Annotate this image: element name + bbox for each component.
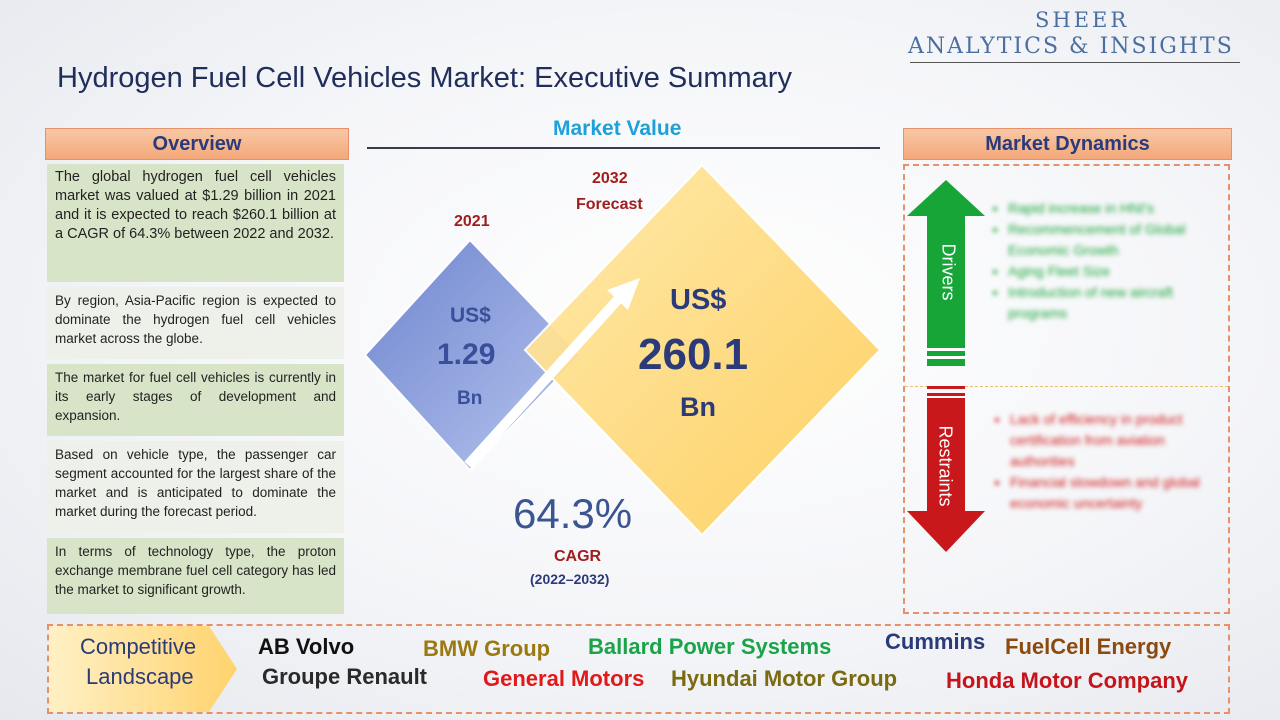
value-2021-amount: 1.29 [437, 338, 496, 371]
diamond-2021 [363, 238, 582, 472]
driver-item: Introduction of new aircraft programs [1008, 282, 1223, 324]
driver-item: Aging Fleet Size [1008, 261, 1223, 282]
overview-paragraph: The market for fuel cell vehicles is cur… [47, 364, 344, 436]
company-name: Honda Motor Company [946, 668, 1188, 693]
forecast-label: Forecast [576, 196, 643, 213]
logo-line-2: ANALYTICS & INSIGHTS [908, 34, 1234, 59]
company-name: Cummins [885, 629, 986, 654]
value-2032-amount: 260.1 [638, 330, 749, 379]
company-name: FuelCell Energy [1005, 634, 1172, 659]
competitive-label-shape [49, 626, 237, 712]
logo-line-1: SHEER [1035, 8, 1130, 32]
overview-paragraph: Based on vehicle type, the passenger car… [47, 441, 344, 533]
restraints-arrow [907, 398, 985, 552]
diamond-2032 [523, 163, 882, 537]
company-name: General Motors [483, 666, 645, 691]
year-2032-label: 2032 [592, 170, 628, 187]
driver-item: Recommencement of Global Economic Growth [1008, 219, 1223, 261]
dynamics-arrows [907, 180, 985, 552]
competitive-label-line2: Landscape [86, 664, 194, 689]
driver-item: Rapid increase in HNI's [1008, 198, 1223, 219]
drivers-arrow [907, 180, 985, 366]
drivers-label: Drivers [938, 243, 959, 301]
company-name: AB Volvo [258, 634, 355, 659]
overview-paragraph: In terms of technology type, the proton … [47, 538, 344, 614]
market-value-graphic [363, 163, 882, 537]
page-title: Hydrogen Fuel Cell Vehicles Market: Exec… [57, 62, 792, 94]
restraint-item: Financial slowdown and global economic u… [1010, 472, 1225, 514]
cagr-value: 64.3% [513, 490, 633, 537]
overview-header: Overview [45, 128, 349, 160]
value-2021-currency: US$ [450, 304, 491, 327]
restraint-item: Lack of efficiency in product certificat… [1010, 409, 1225, 472]
market-dynamics-panel [903, 164, 1230, 614]
competitive-label-line1: Competitive [80, 634, 197, 659]
cagr-period: (2022–2032) [530, 571, 610, 587]
restraints-list: Lack of efficiency in product certificat… [992, 409, 1225, 514]
value-2032-unit: Bn [680, 392, 716, 422]
market-value-divider [367, 147, 880, 149]
market-value-header: Market Value [553, 117, 682, 140]
company-name: BMW Group [423, 636, 551, 661]
growth-arrow-line [464, 291, 626, 469]
overview-paragraph: The global hydrogen fuel cell vehicles m… [47, 164, 344, 282]
cagr-label: CAGR [554, 548, 602, 565]
market-dynamics-header: Market Dynamics [903, 128, 1232, 160]
company-name: Hyundai Motor Group [671, 666, 898, 691]
company-name: Ballard Power Systems [588, 634, 832, 659]
restraints-label: Restraints [935, 425, 956, 507]
dynamics-divider [905, 386, 1228, 387]
company-name: Groupe Renault [262, 664, 428, 689]
overview-paragraph: By region, Asia-Pacific region is expect… [47, 287, 344, 359]
competitive-landscape-panel [47, 624, 1230, 714]
value-2021-unit: Bn [457, 388, 483, 409]
year-2021-label: 2021 [454, 213, 490, 230]
growth-arrow-head [607, 278, 640, 310]
logo-underline [910, 62, 1240, 63]
drivers-list: Rapid increase in HNI's Recommencement o… [990, 198, 1223, 324]
value-2032-currency: US$ [670, 284, 727, 316]
